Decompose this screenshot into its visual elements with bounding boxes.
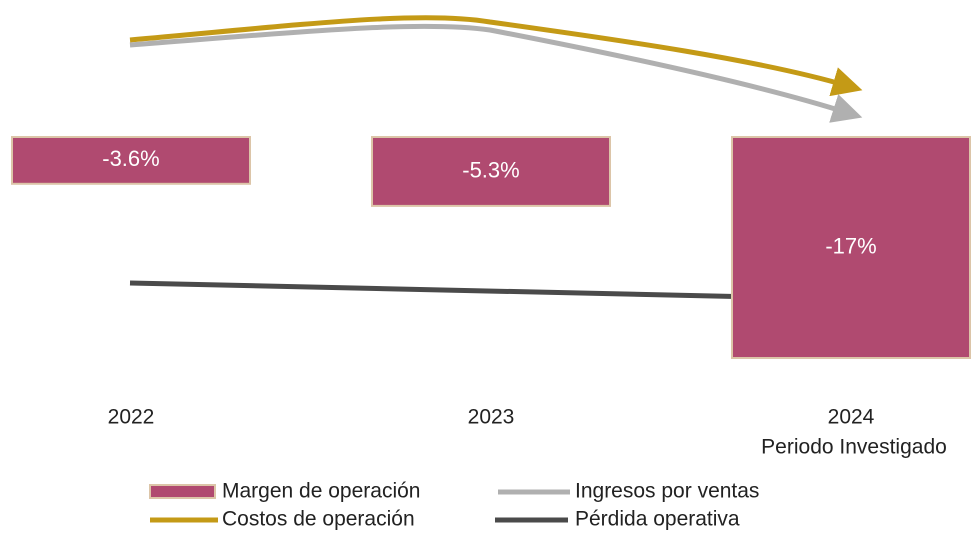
legend-swatch [149,484,216,499]
value-label: -3.6% [102,146,159,171]
x-tick-label: 2023 [468,406,515,429]
bar [371,136,611,207]
x-tick-label: 2024 [828,406,875,429]
trend-line [129,23,863,123]
legend-label: Pérdida operativa [575,508,740,531]
bar [11,136,251,185]
bar [731,136,971,359]
annotation: Periodo Investigado [761,436,947,459]
value-label: -5.3% [462,157,519,182]
x-tick-label: 2022 [108,406,155,429]
legend-label: Margen de operación [222,480,420,503]
legend-label: Ingresos por ventas [575,480,759,503]
legend-label: Costos de operación [222,508,415,531]
trend-line [129,15,863,97]
value-label: -17% [825,233,876,258]
